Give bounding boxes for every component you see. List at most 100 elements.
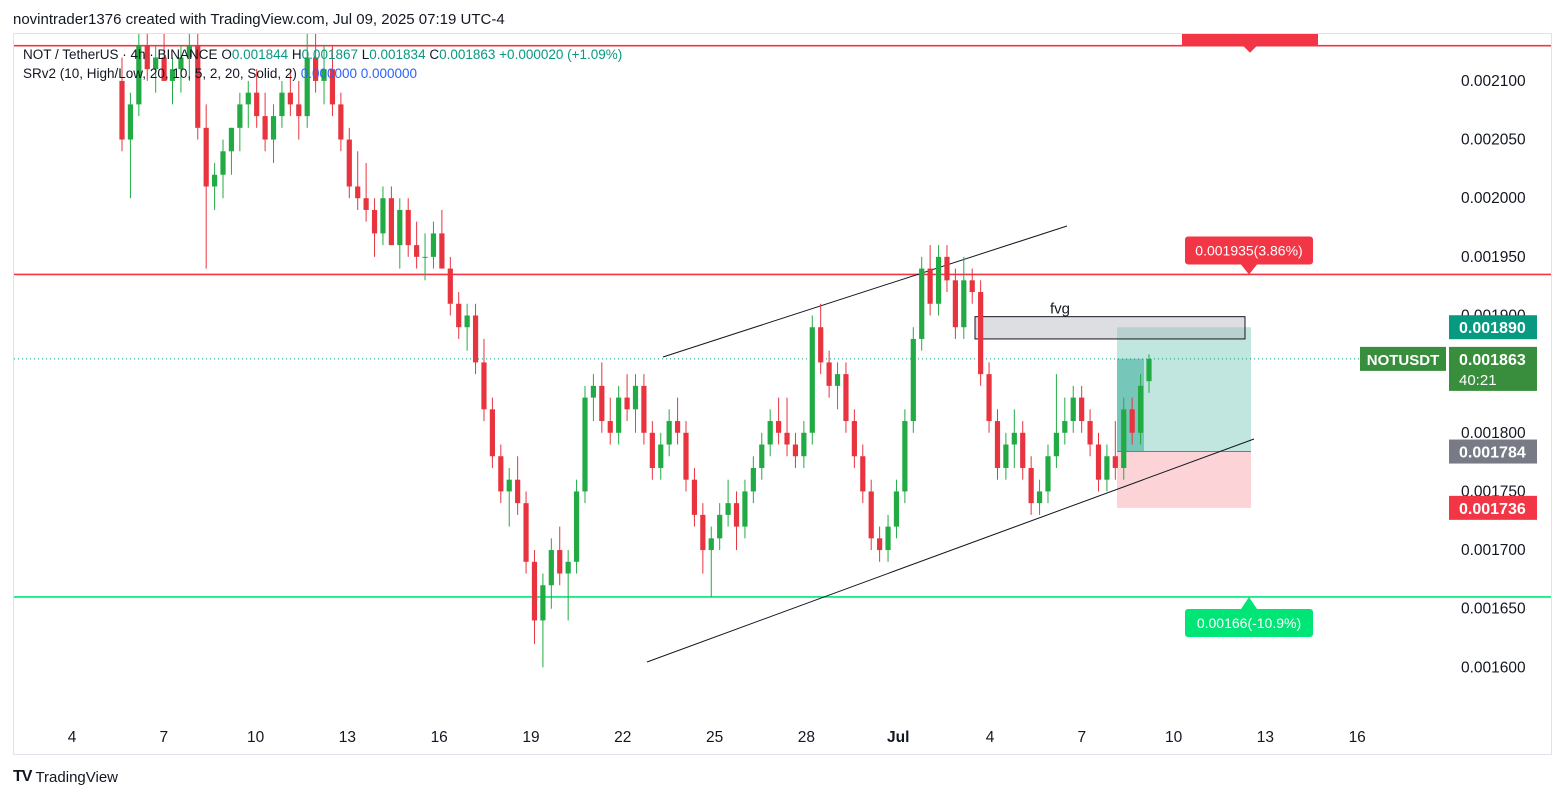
position-stop-zone[interactable]: [1117, 451, 1251, 508]
candle-body: [994, 421, 1001, 468]
candle-body: [599, 385, 605, 422]
candle-body: [422, 256, 428, 258]
candle-body: [211, 174, 218, 187]
last-price-box: [1449, 346, 1537, 391]
candle-body: [287, 92, 293, 105]
legend-high-label: H: [291, 47, 302, 62]
legend-symbol-row: NOT / TetherUS · 4h · BINANCE O0.001844 …: [23, 45, 622, 64]
candle-body: [826, 362, 832, 386]
candle-body: [860, 456, 866, 492]
candle-body: [237, 104, 243, 128]
candle-body: [338, 104, 344, 140]
candle-body: [1045, 456, 1051, 492]
legend-symbol[interactable]: NOT / TetherUS · 4h · BINANCE: [23, 47, 218, 62]
candle-body: [523, 503, 529, 562]
candle-body: [725, 503, 731, 515]
candle-body: [910, 338, 916, 422]
candle-body: [548, 550, 554, 586]
x-tick-label: 10: [247, 729, 265, 746]
candle-body: [254, 92, 260, 117]
y-tick-label: 0.001950: [1461, 249, 1526, 266]
candle-body: [1011, 432, 1017, 445]
level-label-text: 0.001935(3.86%): [1195, 242, 1302, 258]
candle-body: [245, 92, 251, 105]
candle-body: [792, 444, 799, 457]
candle-body: [1003, 444, 1009, 468]
candle-body: [136, 45, 142, 105]
candle-body: [919, 268, 925, 339]
candle-body: [515, 479, 521, 504]
candle-body: [1028, 467, 1034, 504]
price-chart[interactable]: fvg 0.001935(3.86%) 0.00166(-10.9%) 0.002…: [14, 34, 1552, 755]
candle-body: [1070, 397, 1076, 422]
candle-body: [262, 116, 268, 140]
x-tick-label: 13: [1257, 729, 1274, 746]
channel-upper-line[interactable]: [662, 225, 1068, 358]
tradingview-logo-text: TradingView: [35, 768, 118, 786]
level-label-pointer: [1241, 596, 1257, 609]
candle-body: [641, 385, 647, 433]
candle-body: [759, 444, 765, 468]
channel-lower-line[interactable]: [646, 438, 1255, 663]
stop-price-label-box: [1449, 495, 1537, 520]
candle-body: [153, 57, 159, 70]
level-label-box: [1185, 608, 1313, 637]
candle-body: [624, 397, 630, 410]
candle-body: [573, 491, 580, 562]
candle-body: [742, 491, 748, 527]
candle-body: [472, 315, 479, 363]
x-tick-label: 7: [1077, 729, 1086, 746]
level-label-text: 0.00166(-10.9%): [1197, 615, 1301, 631]
candle-body: [616, 397, 622, 433]
candle-body: [885, 526, 891, 551]
candle-body: [877, 538, 883, 551]
legend-indicator[interactable]: SRv2 (10, High/Low, 20, 10, 5, 2, 20, So…: [23, 66, 297, 81]
candle-body: [809, 327, 815, 433]
candle-body: [935, 256, 942, 304]
candle-body: [405, 209, 411, 246]
candle-body: [498, 456, 504, 492]
candle-body: [565, 561, 571, 574]
stop-price-label-text: 0.001736: [1459, 501, 1526, 518]
x-tick-label: 7: [159, 729, 168, 746]
symbol-tag-box: [1360, 346, 1446, 371]
candle-body: [750, 467, 756, 492]
candle-body: [397, 209, 403, 246]
candle-body: [1095, 444, 1102, 480]
candle-body: [952, 280, 958, 328]
candle-body: [414, 245, 420, 257]
candle-body: [582, 397, 588, 492]
tradingview-logo[interactable]: TV TradingView: [13, 768, 118, 786]
x-tick-label: 28: [798, 729, 815, 746]
candle-body: [590, 385, 597, 398]
candle-body: [1146, 358, 1152, 382]
candle-body: [355, 186, 361, 199]
candle-body: [893, 491, 900, 527]
candle-body: [868, 491, 874, 539]
candle-body: [843, 374, 849, 422]
x-tick-label: 22: [614, 729, 631, 746]
candle-body: [557, 550, 563, 574]
legend-high: 0.001867: [301, 47, 358, 62]
x-tick-label: 25: [706, 729, 723, 746]
candle-body: [161, 57, 167, 81]
candle-body: [127, 104, 134, 140]
chart-panel[interactable]: fvg 0.001935(3.86%) 0.00166(-10.9%) 0.002…: [13, 33, 1552, 755]
candle-body: [186, 45, 192, 58]
level-label-box: [1182, 34, 1318, 46]
candle-body: [691, 479, 698, 515]
candle-body: [700, 514, 706, 551]
legend-open-label: O: [221, 47, 232, 62]
fvg-box[interactable]: [974, 316, 1246, 340]
candle-body: [296, 104, 302, 117]
candle-body: [801, 432, 807, 457]
entry-price-label-box: [1449, 439, 1537, 464]
countdown-text: 40:21: [1459, 372, 1497, 389]
candle-body: [371, 209, 378, 234]
legend-change: +0.000020 (+1.09%): [499, 47, 623, 62]
candle-body: [321, 69, 327, 81]
level-label-pointer: [1242, 44, 1258, 53]
candle-body: [531, 561, 538, 621]
legend-indicator-values: 0.000000 0.000000: [300, 66, 418, 81]
candle-body: [270, 116, 277, 140]
